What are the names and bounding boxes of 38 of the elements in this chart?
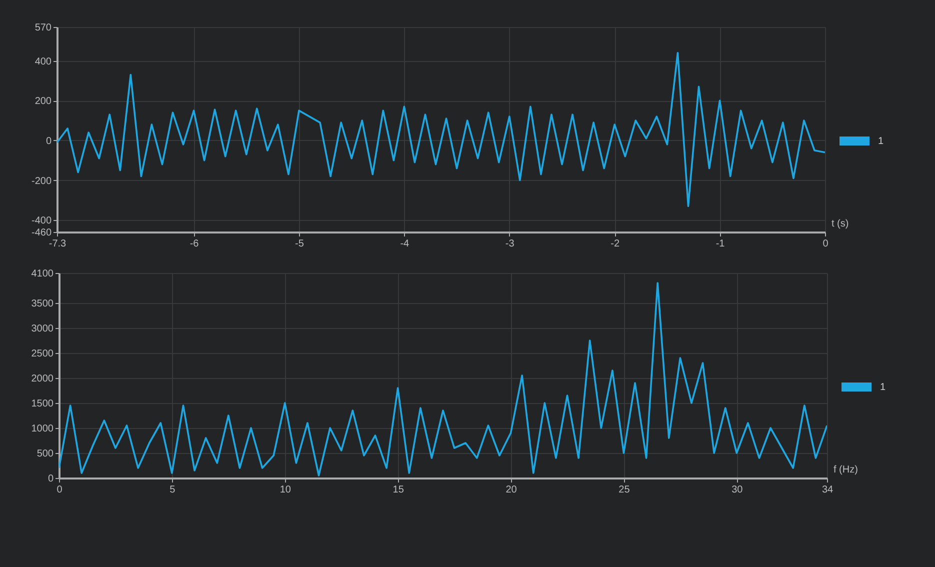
y-tick-label: -460 — [31, 228, 52, 238]
x-tick-label: -6 — [190, 238, 200, 250]
y-tick-label: 400 — [34, 56, 52, 68]
line-series — [57, 52, 825, 208]
y-tick-label: 500 — [36, 448, 54, 460]
x-tick-label: 20 — [506, 484, 518, 496]
y-tick-label: 4100 — [31, 268, 54, 280]
legend-label: 1 — [880, 382, 886, 393]
y-tick-label: 1500 — [31, 398, 54, 410]
x-tick-label: 25 — [618, 484, 630, 496]
x-axis-title: t (s) — [832, 218, 849, 230]
y-tick-label: 0 — [46, 136, 52, 147]
y-tick-label: 570 — [34, 22, 52, 34]
x-tick-label: -7.3 — [48, 238, 67, 250]
x-axis-title: f (Hz) — [834, 464, 858, 476]
y-tick-label: 2000 — [31, 374, 54, 384]
y-tick-label: 3000 — [31, 324, 54, 334]
x-tick-label: 10 — [280, 484, 292, 496]
x-tick-label: 15 — [392, 484, 404, 496]
x-tick-label: -4 — [400, 238, 410, 250]
y-tick-label: 200 — [34, 96, 52, 108]
x-tick-label: -5 — [295, 238, 304, 250]
x-tick-label: 30 — [732, 484, 744, 496]
x-tick-label: -1 — [716, 238, 726, 250]
x-tick-label: 34 — [822, 484, 834, 496]
line-series — [59, 282, 827, 476]
y-tick-label: -400 — [31, 216, 52, 227]
y-tick-label: 1000 — [31, 424, 54, 434]
x-tick-label: -2 — [610, 238, 620, 250]
x-tick-label: 0 — [56, 484, 63, 496]
y-tick-label: 2500 — [31, 348, 54, 360]
y-tick-label: -200 — [31, 176, 52, 187]
legend-label: 1 — [878, 136, 884, 147]
y-tick-label: 0 — [48, 474, 54, 484]
y-tick-label: 3500 — [31, 298, 54, 310]
x-tick-label: 0 — [822, 238, 829, 250]
x-tick-label: -3 — [505, 238, 515, 250]
x-tick-label: 5 — [170, 484, 176, 496]
